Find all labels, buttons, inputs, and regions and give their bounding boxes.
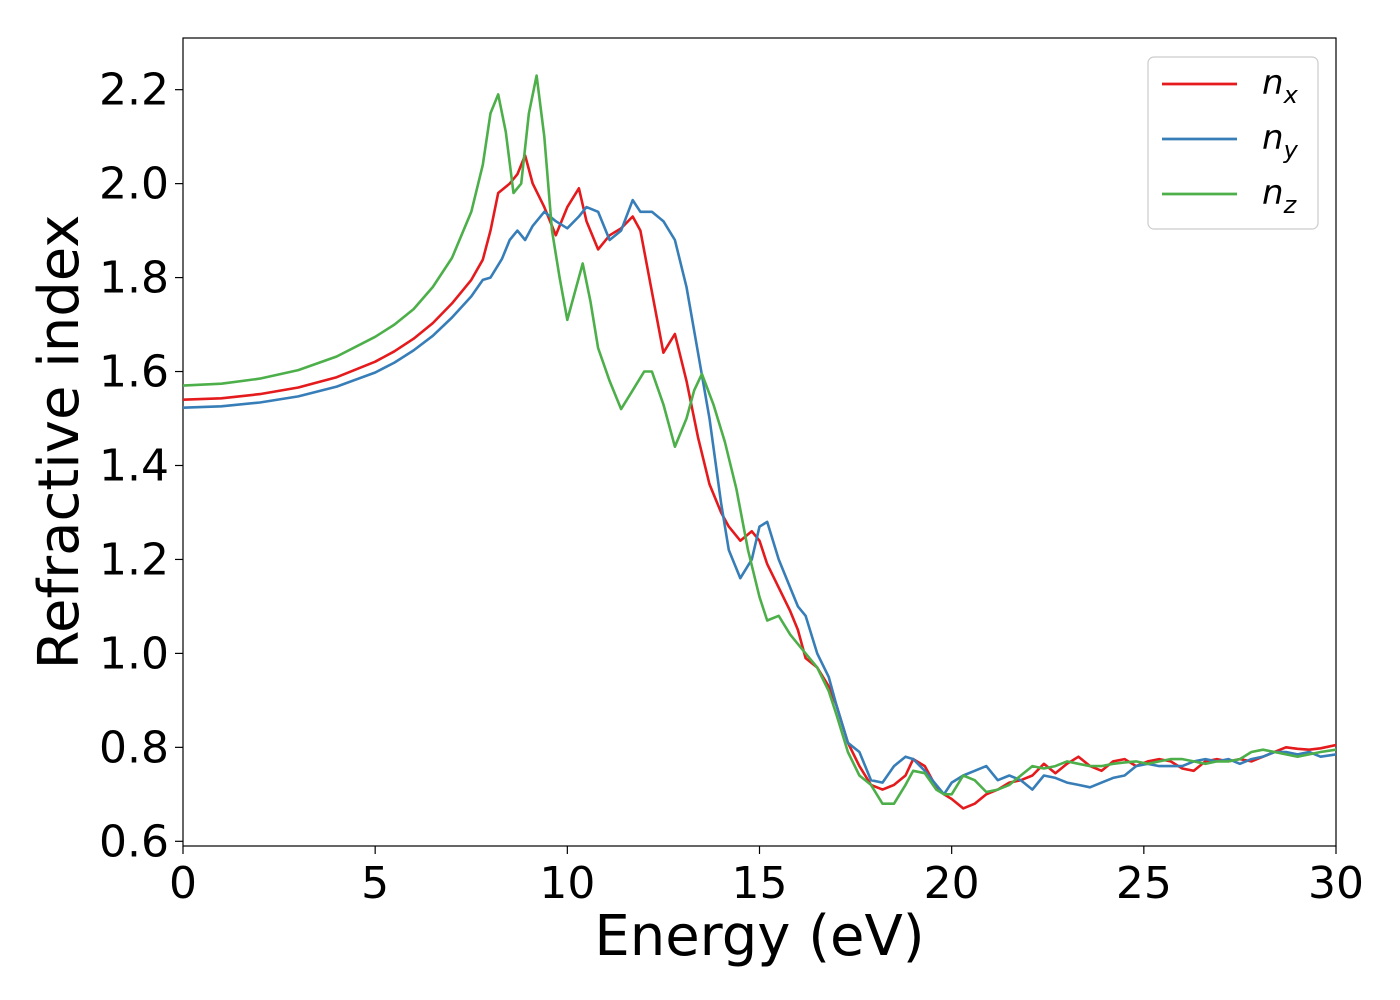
plot-frame <box>182 37 1337 847</box>
x-axis-label: Energy (eV) <box>594 904 924 969</box>
x-tick-label: 5 <box>361 858 389 909</box>
legend-label-x: nx <box>1262 63 1299 109</box>
y-tick-label: 1.4 <box>99 440 169 491</box>
legend-label-y: ny <box>1262 118 1299 164</box>
y-tick-label: 2.0 <box>99 159 169 210</box>
legend-label-z: nz <box>1262 173 1298 219</box>
x-tick-label: 20 <box>924 858 980 909</box>
x-tick-label: 0 <box>169 858 197 909</box>
series-layer <box>183 74 1336 810</box>
x-tick-label: 15 <box>732 858 788 909</box>
y-tick-label: 1.8 <box>99 253 169 304</box>
x-axis-ticks: 0 5 10 15 20 25 30 <box>169 846 1364 909</box>
y-tick-label: 0.6 <box>99 816 169 867</box>
series-line-x <box>183 154 1336 810</box>
series-line-z <box>183 74 1336 805</box>
x-tick-label: 25 <box>1116 858 1172 909</box>
series-line-y <box>183 198 1336 796</box>
x-tick-label: 10 <box>539 858 595 909</box>
y-tick-label: 0.8 <box>99 722 169 773</box>
x-tick-label: 30 <box>1308 858 1364 909</box>
y-axis-label: Refractive index <box>27 215 92 670</box>
y-tick-label: 2.2 <box>99 65 169 116</box>
y-axis-ticks: 0.6 0.8 1.0 1.2 1.4 1.6 1.8 2.0 2.2 <box>99 65 183 867</box>
y-tick-label: 1.2 <box>99 534 169 585</box>
plot-area <box>182 37 1337 847</box>
y-tick-label: 1.0 <box>99 628 169 679</box>
legend: nx ny nz <box>1147 56 1319 230</box>
legend-box <box>1147 56 1319 230</box>
y-tick-label: 1.6 <box>99 347 169 398</box>
